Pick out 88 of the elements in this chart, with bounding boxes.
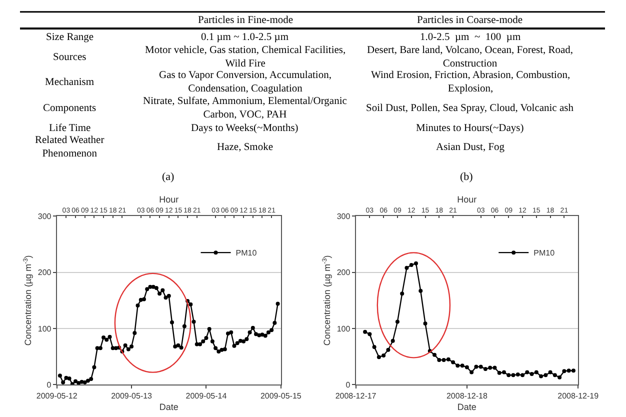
chart-title: (a) <box>162 171 175 183</box>
point <box>418 288 423 293</box>
y-tick-label: 200 <box>38 268 52 278</box>
point <box>423 321 428 326</box>
text: Gas to Vapor Conversion, Accumulation, Condensation, Coagulation <box>159 70 332 95</box>
y-tick-label: 300 <box>336 212 351 221</box>
y-tick-label: 0 <box>346 380 351 390</box>
y-tick-label: 100 <box>38 324 52 334</box>
x-tick-label: 2009-05-13 <box>111 391 153 400</box>
text: Life Time <box>49 123 92 134</box>
point <box>539 374 544 378</box>
text: Particles in Coarse-mode <box>417 15 523 26</box>
point <box>516 372 520 377</box>
point <box>464 365 469 370</box>
point <box>552 373 557 378</box>
y-tick-label: 300 <box>38 212 52 221</box>
point <box>382 353 386 358</box>
point <box>446 357 450 362</box>
point <box>400 292 404 296</box>
text: Soil Dust, Pollen, Sea Spray, Cloud, Volcanic ash <box>366 103 574 114</box>
point <box>451 360 456 364</box>
x2-axis-title: Hour <box>159 194 179 205</box>
text: Particles in Fine-mode <box>198 15 294 26</box>
x-tick-label: 2009-05-15 <box>260 391 302 400</box>
point <box>474 364 478 369</box>
text: Asian Dust, Fog <box>436 142 506 153</box>
text: Desert, Bare land, Volcano, Ocean, Forest, Road, Construction <box>367 45 574 70</box>
x-tick-label: 2009-05-12 <box>36 391 78 400</box>
text: Minutes to Hours(~Days) <box>416 123 524 134</box>
point <box>511 373 516 378</box>
point <box>497 370 502 375</box>
point <box>456 364 460 368</box>
legend-label: PM10 <box>236 248 258 258</box>
text: 0.1 µm ~ 1.0-2.5 µm <box>201 32 288 43</box>
text: Days to Weeks(~Months) <box>191 123 299 134</box>
text: Haze, Smoke <box>217 142 274 153</box>
legend-label: PM10 <box>534 248 556 258</box>
text: Related Weather Phenomenon <box>35 135 105 160</box>
y-tick-label: 200 <box>336 268 351 278</box>
point <box>386 348 390 352</box>
point <box>558 375 562 380</box>
point <box>414 261 418 266</box>
point <box>478 364 483 369</box>
text: Motor vehicle, Gas station, Chemical Facilities, Wild Fire <box>145 45 346 70</box>
point <box>566 368 571 373</box>
point <box>492 366 497 370</box>
text: Size Range <box>46 32 94 43</box>
point <box>544 373 548 378</box>
point <box>571 368 576 373</box>
point <box>376 355 381 360</box>
chart-title: (b) <box>460 171 474 183</box>
point <box>460 364 464 368</box>
x2-axis-title: Hour <box>457 194 477 205</box>
point <box>520 373 525 378</box>
point <box>368 332 372 336</box>
point <box>390 338 395 343</box>
text: Sources <box>53 52 86 63</box>
point <box>409 263 414 268</box>
point <box>395 320 400 324</box>
x-tick-label: 2009-05-14 <box>186 391 228 400</box>
point <box>470 370 474 374</box>
x-axis-title: Date <box>457 402 476 412</box>
point <box>432 352 437 357</box>
point <box>525 370 530 374</box>
y-tick-label: 0 <box>46 380 52 390</box>
y-tick-label: 100 <box>336 324 351 334</box>
point <box>506 373 511 378</box>
point <box>488 366 492 370</box>
point <box>483 366 488 371</box>
point <box>562 369 566 374</box>
x-tick-label: 2008-12-17 <box>335 391 377 400</box>
x-tick-label: 2008-12-19 <box>558 391 600 400</box>
point <box>442 358 446 362</box>
text: Wind Erosion, Friction, Abrasion, Combustion, Explosion, <box>371 70 570 95</box>
point <box>437 358 442 362</box>
point <box>534 370 538 374</box>
point <box>404 266 409 270</box>
point <box>372 345 376 350</box>
point <box>548 370 552 374</box>
x-tick-label: 2008-12-18 <box>446 391 488 400</box>
text: Mechanism <box>45 77 94 88</box>
point <box>530 372 534 376</box>
point <box>502 370 506 374</box>
text: Components <box>43 103 96 114</box>
x-axis-title: Date <box>159 402 178 412</box>
text: 1.0-2.5 µm ~ 100 µm <box>420 32 521 43</box>
text: Nitrate, Sulfate, Ammonium, Elemental/Organic Carbon, VOC, PAH <box>143 96 348 121</box>
point <box>363 330 368 334</box>
